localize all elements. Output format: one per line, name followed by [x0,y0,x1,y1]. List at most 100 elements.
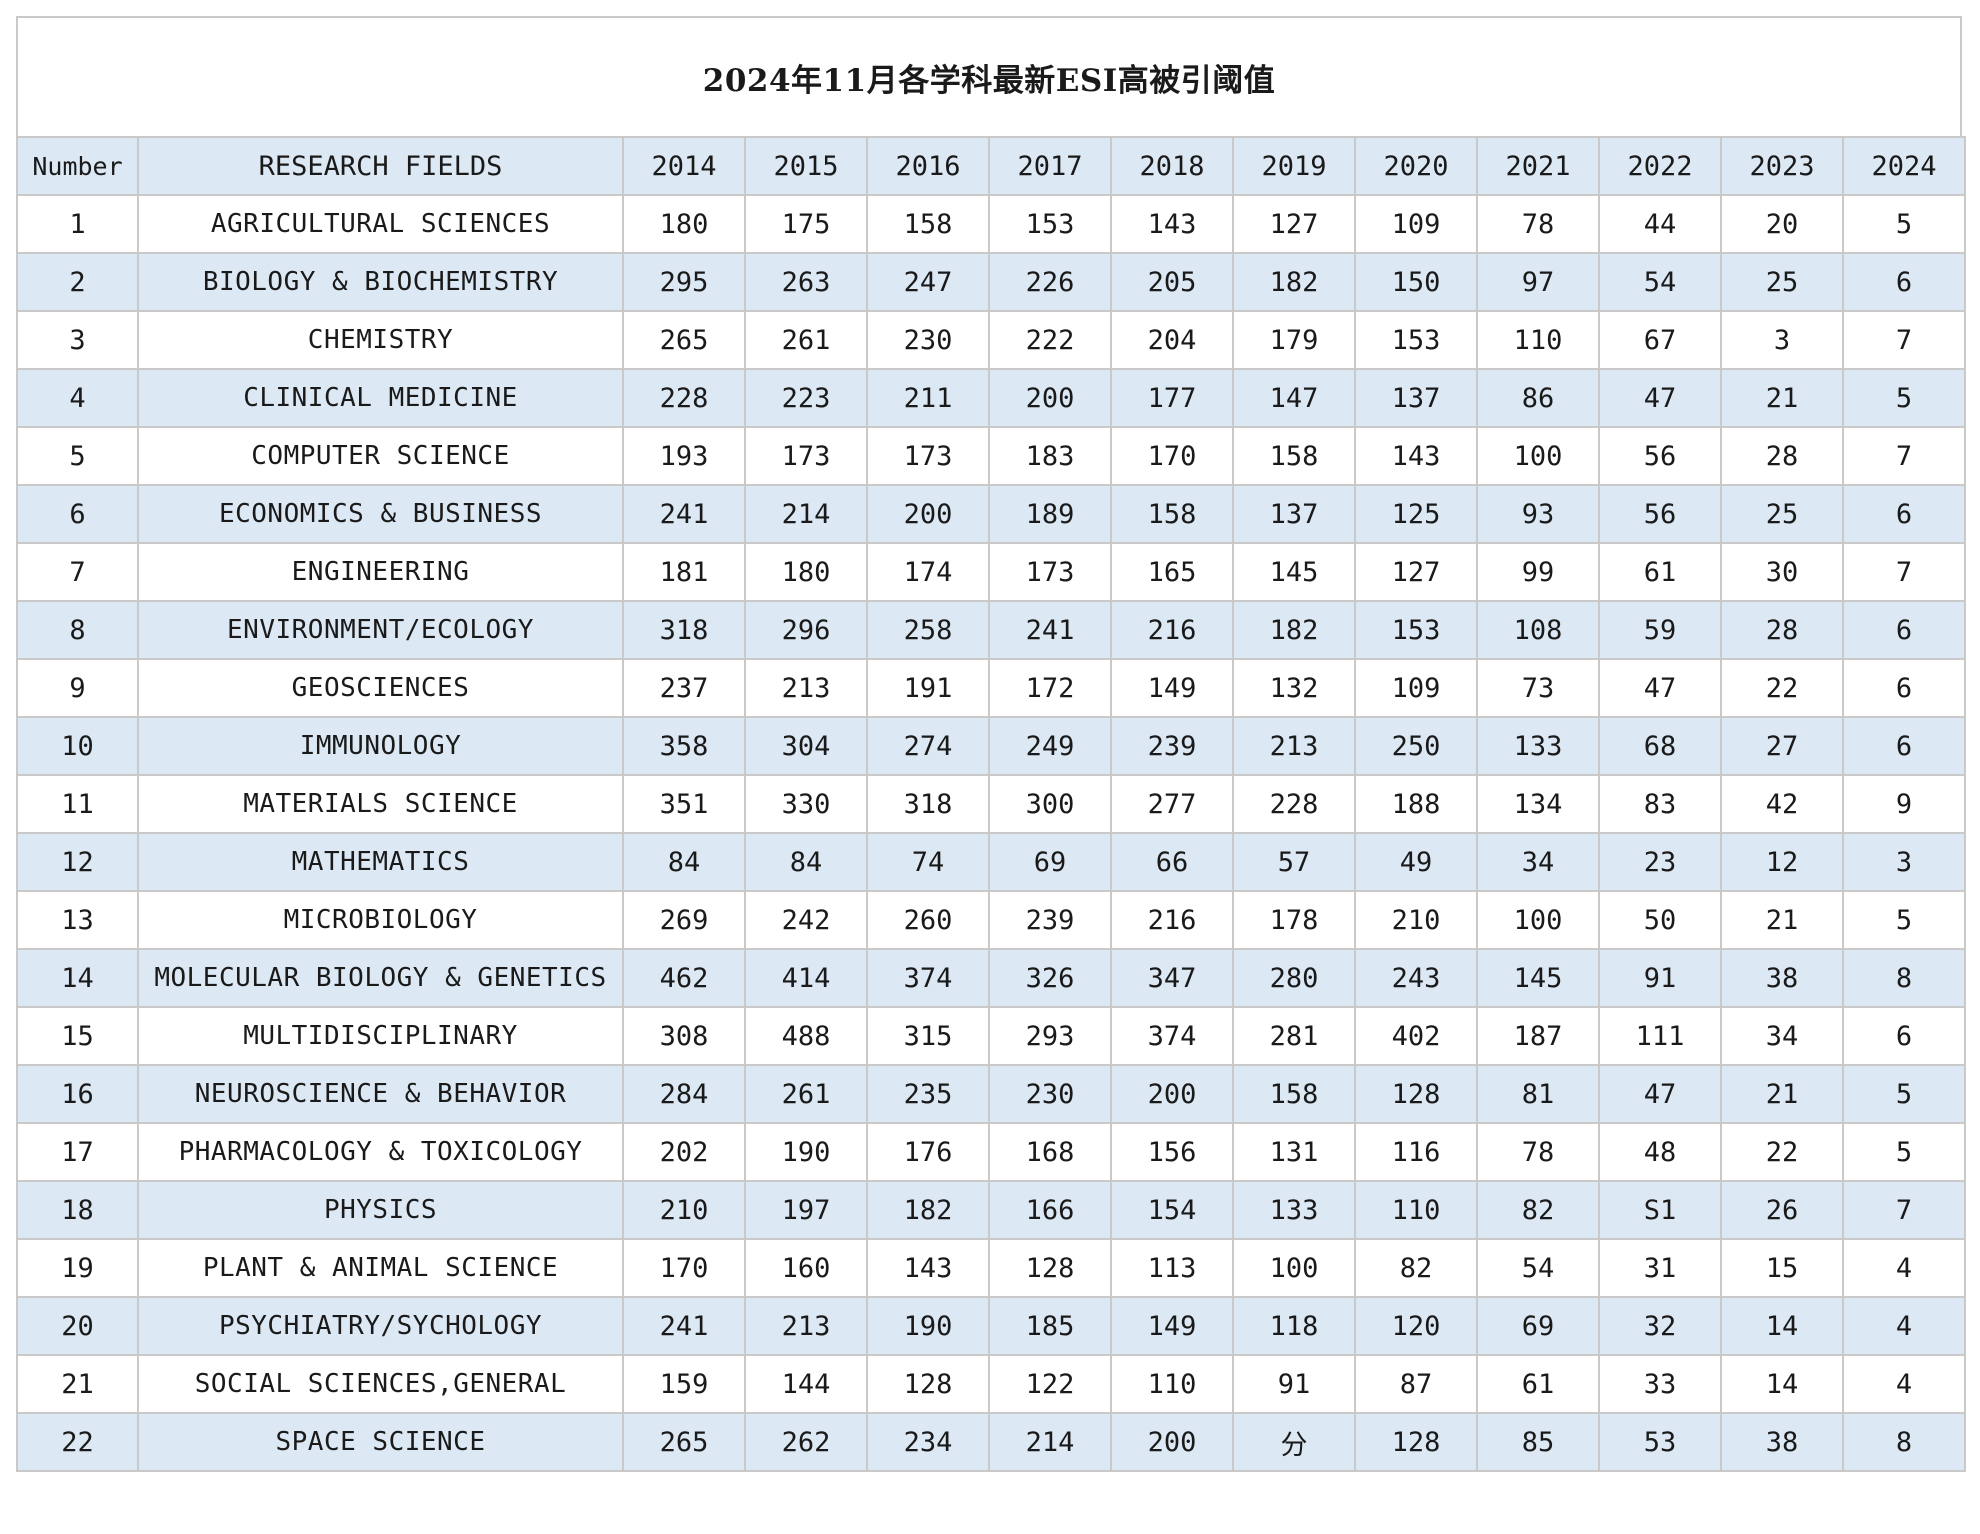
threshold-value-cell: 158 [1232,426,1356,486]
threshold-value-cell: 6 [1842,600,1966,660]
threshold-value-cell: 145 [1232,542,1356,602]
threshold-value-cell: 180 [622,194,746,254]
row-number-cell: 12 [16,832,139,892]
threshold-value-cell: 131 [1232,1122,1356,1182]
threshold-value-cell: 149 [1110,1296,1234,1356]
row-number-cell: 3 [16,310,139,370]
table-body: 1 AGRICULTURAL SCIENCES 180 175 158 153 143 127… [16,194,1966,1472]
threshold-value-cell: 153 [988,194,1112,254]
research-field-cell: MICROBIOLOGY [137,890,624,950]
threshold-value-cell: 47 [1598,368,1722,428]
research-field-cell: MULTIDISCIPLINARY [137,1006,624,1066]
column-header-year: 2024 [1842,136,1966,196]
research-field-cell: PLANT & ANIMAL SCIENCE [137,1238,624,1298]
threshold-value-cell: 230 [866,310,990,370]
table-row: 13 MICROBIOLOGY 269 242 260 239 216 178 210 100 50… [16,890,1966,950]
threshold-value-cell: 262 [744,1412,868,1472]
threshold-value-cell: 82 [1476,1180,1600,1240]
threshold-value-cell: 214 [988,1412,1112,1472]
threshold-value-cell: 145 [1476,948,1600,1008]
row-number-cell: 2 [16,252,139,312]
threshold-value-cell: 228 [1232,774,1356,834]
threshold-value-cell: 54 [1476,1238,1600,1298]
threshold-value-cell: 269 [622,890,746,950]
threshold-value-cell: 21 [1720,1064,1844,1124]
research-field-cell: ENVIRONMENT/ECOLOGY [137,600,624,660]
threshold-value-cell: 30 [1720,542,1844,602]
threshold-value-cell: 61 [1598,542,1722,602]
column-header-year: 2015 [744,136,868,196]
threshold-value-cell: 6 [1842,1006,1966,1066]
threshold-value-cell: 31 [1598,1238,1722,1298]
threshold-value-cell: 258 [866,600,990,660]
threshold-value-cell: 50 [1598,890,1722,950]
threshold-value-cell: 25 [1720,252,1844,312]
row-number-cell: 22 [16,1412,139,1472]
threshold-value-cell: 182 [1232,252,1356,312]
research-field-cell: GEOSCIENCES [137,658,624,718]
threshold-value-cell: 488 [744,1006,868,1066]
threshold-value-cell: 210 [622,1180,746,1240]
research-field-cell: NEUROSCIENCE & BEHAVIOR [137,1064,624,1124]
threshold-value-cell: 7 [1842,542,1966,602]
research-field-cell: ECONOMICS & BUSINESS [137,484,624,544]
threshold-value-cell: 187 [1476,1006,1600,1066]
threshold-value-cell: 109 [1354,194,1478,254]
table-row: 19 PLANT & ANIMAL SCIENCE 170 160 143 128 113 1… [16,1238,1966,1298]
threshold-value-cell: 318 [866,774,990,834]
threshold-value-cell: 67 [1598,310,1722,370]
threshold-value-cell: 315 [866,1006,990,1066]
threshold-value-cell: 223 [744,368,868,428]
threshold-value-cell: 34 [1720,1006,1844,1066]
threshold-value-cell: 183 [988,426,1112,486]
threshold-value-cell: 239 [988,890,1112,950]
threshold-value-cell: 7 [1842,426,1966,486]
threshold-value-cell: 239 [1110,716,1234,776]
threshold-value-cell: 111 [1598,1006,1722,1066]
threshold-value-cell: 6 [1842,484,1966,544]
threshold-value-cell: 204 [1110,310,1234,370]
threshold-value-cell: 235 [866,1064,990,1124]
threshold-value-cell: 84 [622,832,746,892]
threshold-value-cell: 100 [1232,1238,1356,1298]
threshold-value-cell: 100 [1476,426,1600,486]
research-field-cell: MOLECULAR BIOLOGY & GENETICS [137,948,624,1008]
threshold-value-cell: 213 [1232,716,1356,776]
threshold-value-cell: 249 [988,716,1112,776]
threshold-value-cell: 300 [988,774,1112,834]
threshold-value-cell: 200 [1110,1412,1234,1472]
threshold-value-cell: 200 [1110,1064,1234,1124]
threshold-value-cell: 250 [1354,716,1478,776]
table-row: 22 SPACE SCIENCE 265 262 234 214 200 分 128 85 53 38… [16,1412,1966,1472]
threshold-value-cell: 82 [1354,1238,1478,1298]
threshold-value-cell: 351 [622,774,746,834]
table-row: 3 CHEMISTRY 265 261 230 222 204 179 153 110 67 3 7 [16,310,1966,370]
threshold-value-cell: 78 [1476,1122,1600,1182]
threshold-value-cell: 143 [866,1238,990,1298]
threshold-value-cell: 14 [1720,1354,1844,1414]
threshold-value-cell: 205 [1110,252,1234,312]
threshold-value-cell: 14 [1720,1296,1844,1356]
row-number-cell: 13 [16,890,139,950]
threshold-value-cell: 243 [1354,948,1478,1008]
threshold-value-cell: 97 [1476,252,1600,312]
threshold-value-cell: 57 [1232,832,1356,892]
threshold-value-cell: 127 [1354,542,1478,602]
threshold-value-cell: 308 [622,1006,746,1066]
threshold-value-cell: 166 [988,1180,1112,1240]
threshold-value-cell: 263 [744,252,868,312]
threshold-value-cell: 4 [1842,1354,1966,1414]
threshold-value-cell: 374 [1110,1006,1234,1066]
threshold-value-cell: 182 [1232,600,1356,660]
table-row: 1 AGRICULTURAL SCIENCES 180 175 158 153 143 127… [16,194,1966,254]
threshold-value-cell: 56 [1598,484,1722,544]
threshold-value-cell: 23 [1598,832,1722,892]
threshold-value-cell: 200 [866,484,990,544]
threshold-value-cell: 295 [622,252,746,312]
threshold-value-cell: 86 [1476,368,1600,428]
threshold-value-cell: 226 [988,252,1112,312]
threshold-value-cell: 241 [622,484,746,544]
threshold-value-cell: 144 [744,1354,868,1414]
row-number-cell: 21 [16,1354,139,1414]
threshold-value-cell: 128 [1354,1412,1478,1472]
